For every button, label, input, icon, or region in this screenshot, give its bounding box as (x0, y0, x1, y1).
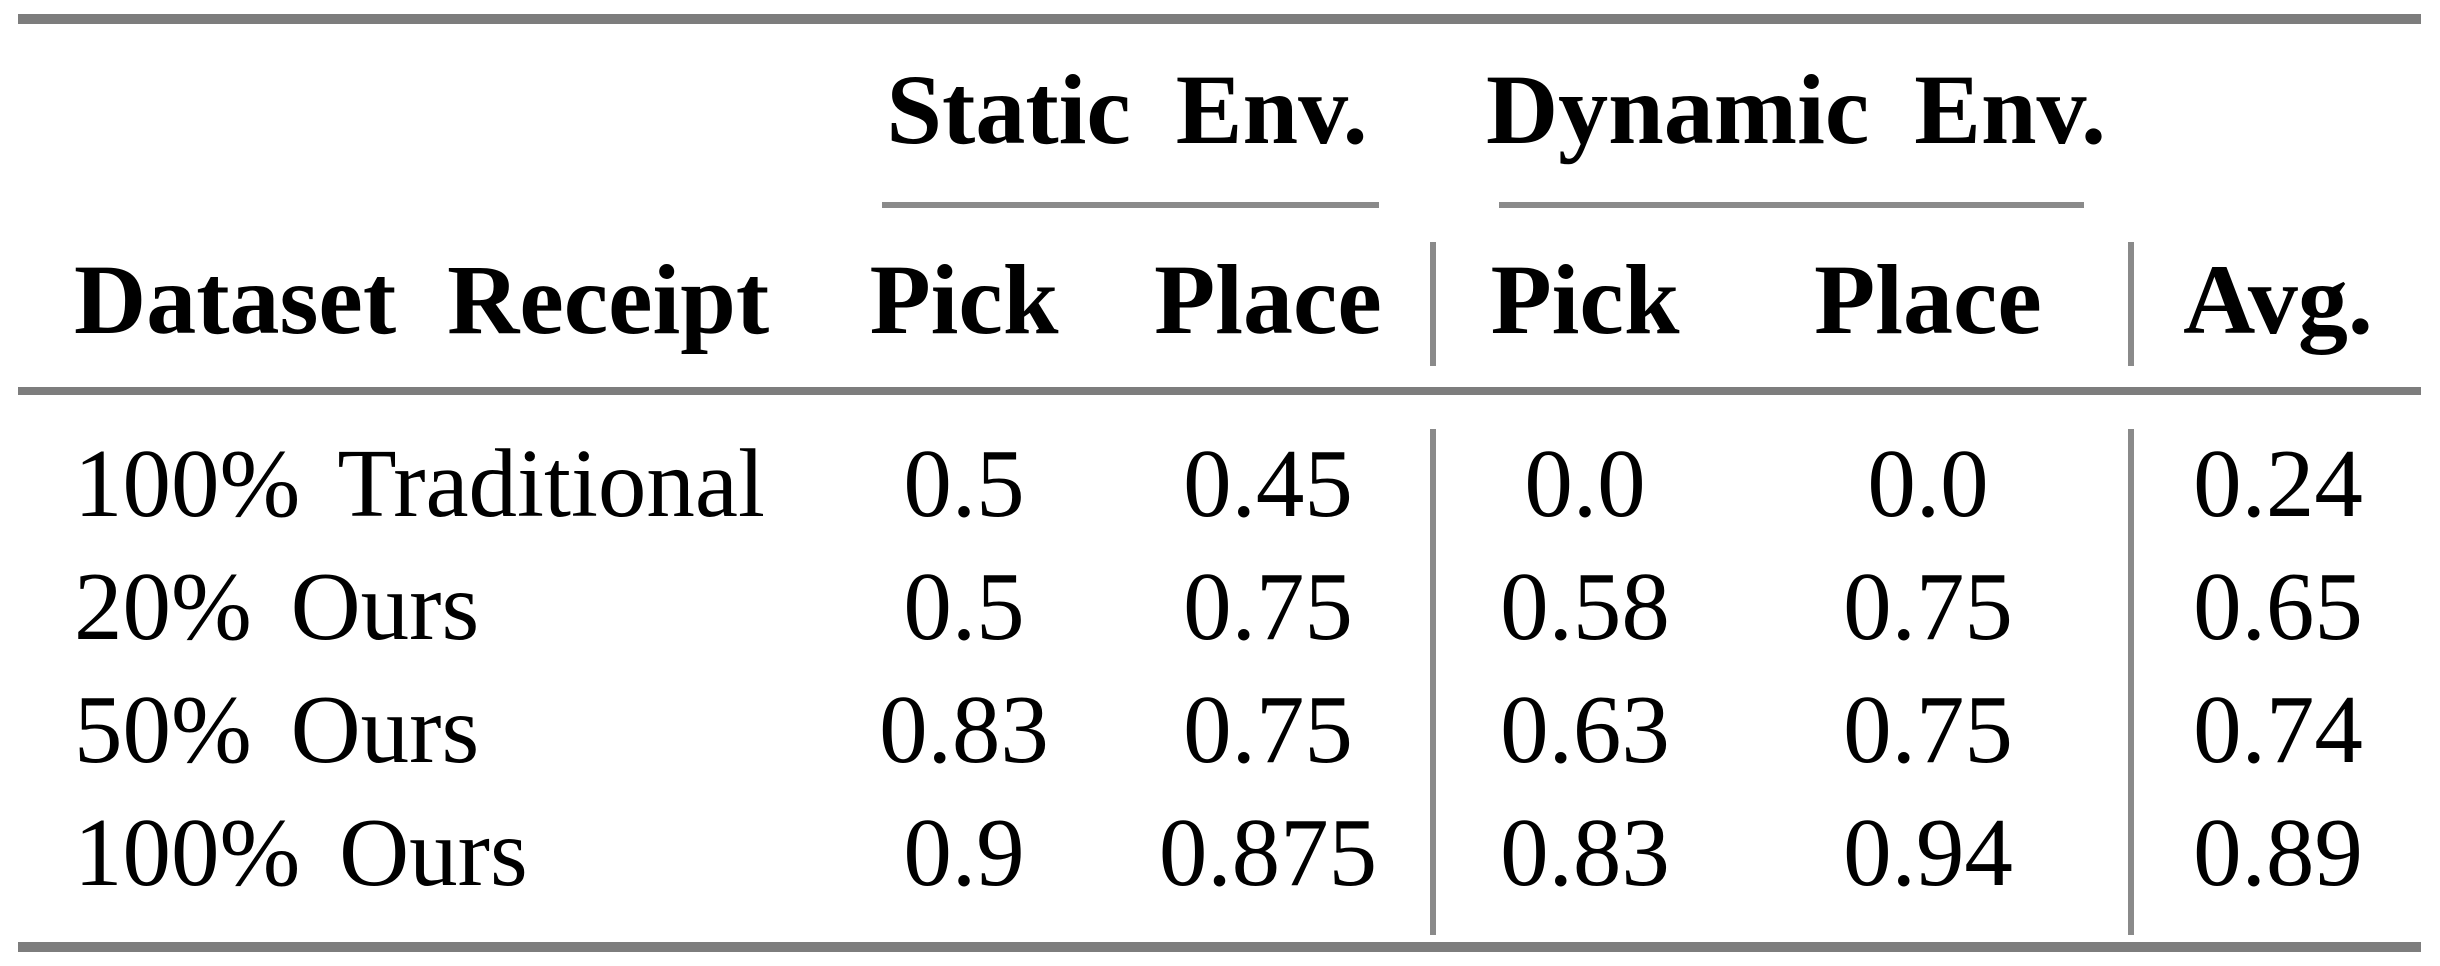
column-header-dynamic-pick: Pick (1490, 244, 1680, 355)
cell-static-pick: 0.9 (903, 799, 1025, 906)
header-vertical-rule-1 (1430, 242, 1436, 366)
group-header-dynamic-env: Dynamic Env. (1485, 54, 2107, 165)
row-label: 100% Traditional (74, 430, 765, 537)
cell-dynamic-place: 0.94 (1843, 799, 2013, 906)
column-header-avg: Avg. (2183, 244, 2373, 355)
cell-static-pick: 0.5 (903, 430, 1025, 537)
cell-avg: 0.89 (2193, 799, 2363, 906)
cell-avg: 0.24 (2193, 430, 2363, 537)
cell-static-pick: 0.83 (879, 676, 1049, 783)
body-vertical-rule-2 (2128, 429, 2134, 935)
top-rule (18, 14, 2421, 24)
dynamic-env-cmidrule (1499, 202, 2084, 208)
cell-dynamic-place: 0.75 (1843, 553, 2013, 660)
cell-dynamic-pick: 0.63 (1500, 676, 1670, 783)
cell-static-place: 0.75 (1183, 553, 1353, 660)
column-header-dynamic-place: Place (1814, 244, 2042, 355)
column-header-dataset-receipt: Dataset Receipt (74, 244, 770, 355)
cell-dynamic-pick: 0.83 (1500, 799, 1670, 906)
cell-avg: 0.65 (2193, 553, 2363, 660)
static-env-cmidrule (882, 202, 1379, 208)
row-label: 50% Ours (74, 676, 480, 783)
group-header-static-env: Static Env. (886, 54, 1368, 165)
cell-dynamic-pick: 0.58 (1500, 553, 1670, 660)
cell-static-place: 0.75 (1183, 676, 1353, 783)
header-bottom-rule (18, 387, 2421, 395)
cell-static-place: 0.875 (1158, 799, 1378, 906)
row-label: 20% Ours (74, 553, 480, 660)
cell-static-place: 0.45 (1183, 430, 1353, 537)
cell-dynamic-place: 0.75 (1843, 676, 2013, 783)
cell-dynamic-place: 0.0 (1867, 430, 1989, 537)
row-label: 100% Ours (74, 799, 528, 906)
bottom-rule (18, 942, 2421, 952)
column-header-static-pick: Pick (869, 244, 1059, 355)
cell-dynamic-pick: 0.0 (1524, 430, 1646, 537)
header-vertical-rule-2 (2128, 242, 2134, 366)
cell-static-pick: 0.5 (903, 553, 1025, 660)
body-vertical-rule-1 (1430, 429, 1436, 935)
cell-avg: 0.74 (2193, 676, 2363, 783)
column-header-static-place: Place (1154, 244, 1382, 355)
